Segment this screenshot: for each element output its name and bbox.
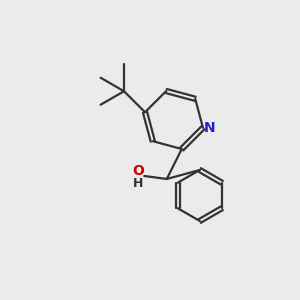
Text: O: O — [132, 164, 144, 178]
Text: H: H — [133, 177, 143, 190]
Text: N: N — [204, 121, 215, 135]
